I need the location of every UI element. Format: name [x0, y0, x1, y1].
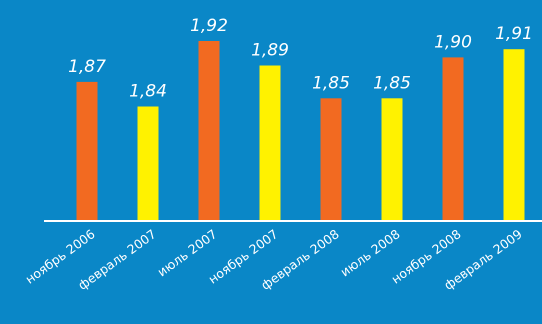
data-label: 1,92 — [190, 16, 228, 36]
data-label: 1,84 — [129, 82, 167, 102]
data-label: 1,89 — [251, 41, 289, 61]
bar — [503, 49, 525, 222]
data-label: 1,87 — [68, 57, 106, 77]
data-label: 1,85 — [373, 73, 411, 93]
bar — [320, 98, 342, 221]
data-label: 1,91 — [495, 24, 533, 44]
bar — [76, 81, 98, 222]
value-labels-group: 1,87 1,84 1,92 1,89 1,85 1,85 1,90 1,91 — [68, 16, 533, 102]
bar — [137, 106, 159, 221]
bar — [442, 57, 464, 222]
bar — [198, 41, 220, 221]
bar — [381, 98, 403, 221]
bar — [259, 65, 281, 221]
bars-group — [76, 41, 525, 222]
data-label: 1,85 — [312, 73, 350, 93]
data-label: 1,90 — [434, 32, 472, 52]
